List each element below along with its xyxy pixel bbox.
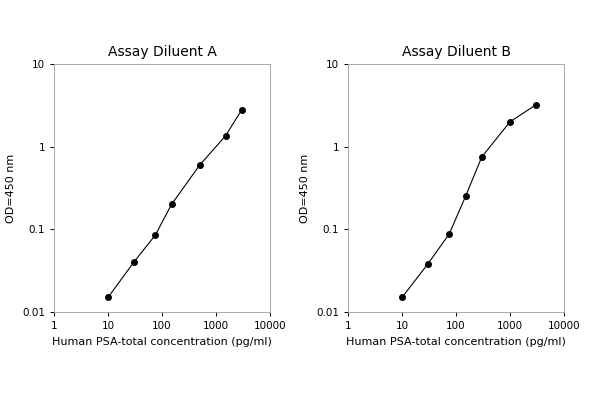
Y-axis label: OD=450 nm: OD=450 nm [301,153,310,223]
X-axis label: Human PSA-total concentration (pg/ml): Human PSA-total concentration (pg/ml) [346,336,566,346]
Title: Assay Diluent B: Assay Diluent B [401,45,511,59]
X-axis label: Human PSA-total concentration (pg/ml): Human PSA-total concentration (pg/ml) [52,336,272,346]
Title: Assay Diluent A: Assay Diluent A [107,45,217,59]
Y-axis label: OD=450 nm: OD=450 nm [7,153,16,223]
